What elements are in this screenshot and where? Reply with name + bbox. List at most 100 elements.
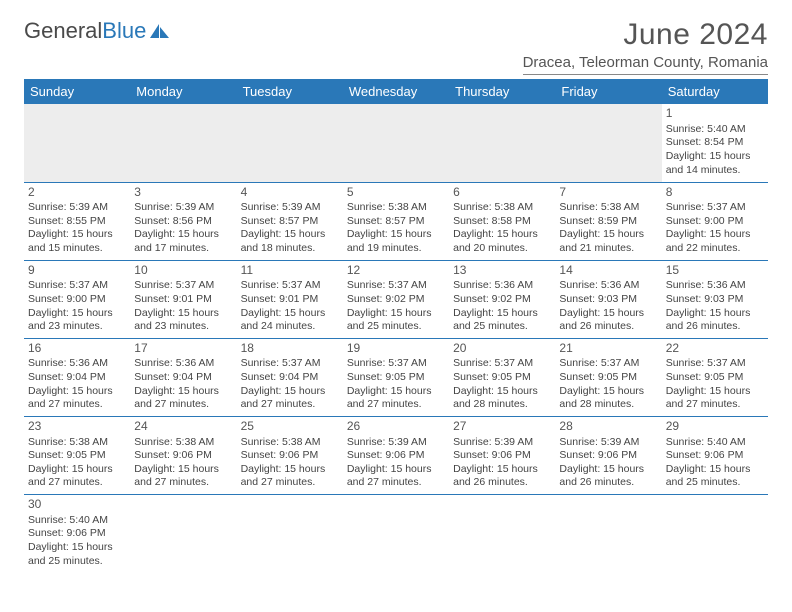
- daylight-text: and 27 minutes.: [347, 398, 445, 412]
- day-number: 15: [666, 263, 764, 279]
- daylight-text: and 27 minutes.: [666, 398, 764, 412]
- day-number: 16: [28, 341, 126, 357]
- sunset-text: Sunset: 9:06 PM: [347, 449, 445, 463]
- day-number: 6: [453, 185, 551, 201]
- sunset-text: Sunset: 9:05 PM: [559, 371, 657, 385]
- day-number: 4: [241, 185, 339, 201]
- sunrise-text: Sunrise: 5:38 AM: [559, 201, 657, 215]
- daylight-text: Daylight: 15 hours: [453, 385, 551, 399]
- calendar-cell: 16Sunrise: 5:36 AMSunset: 9:04 PMDayligh…: [24, 338, 130, 416]
- calendar-cell: [662, 495, 768, 573]
- calendar-cell: 6Sunrise: 5:38 AMSunset: 8:58 PMDaylight…: [449, 182, 555, 260]
- calendar-cell: 4Sunrise: 5:39 AMSunset: 8:57 PMDaylight…: [237, 182, 343, 260]
- sunset-text: Sunset: 9:02 PM: [347, 293, 445, 307]
- daylight-text: Daylight: 15 hours: [666, 150, 764, 164]
- day-header: Wednesday: [343, 79, 449, 104]
- calendar-cell: 10Sunrise: 5:37 AMSunset: 9:01 PMDayligh…: [130, 260, 236, 338]
- day-number: 13: [453, 263, 551, 279]
- calendar-cell: 7Sunrise: 5:38 AMSunset: 8:59 PMDaylight…: [555, 182, 661, 260]
- calendar-cell: 2Sunrise: 5:39 AMSunset: 8:55 PMDaylight…: [24, 182, 130, 260]
- daylight-text: Daylight: 15 hours: [28, 463, 126, 477]
- day-number: 8: [666, 185, 764, 201]
- daylight-text: Daylight: 15 hours: [28, 385, 126, 399]
- day-header: Thursday: [449, 79, 555, 104]
- sunrise-text: Sunrise: 5:40 AM: [666, 436, 764, 450]
- brand-word-blue: Blue: [102, 18, 146, 44]
- calendar-table: SundayMondayTuesdayWednesdayThursdayFrid…: [24, 79, 768, 573]
- calendar-cell: 26Sunrise: 5:39 AMSunset: 9:06 PMDayligh…: [343, 416, 449, 494]
- sunrise-text: Sunrise: 5:36 AM: [28, 357, 126, 371]
- sunset-text: Sunset: 8:56 PM: [134, 215, 232, 229]
- daylight-text: and 25 minutes.: [28, 555, 126, 569]
- daylight-text: and 28 minutes.: [559, 398, 657, 412]
- sunset-text: Sunset: 9:05 PM: [666, 371, 764, 385]
- daylight-text: Daylight: 15 hours: [347, 463, 445, 477]
- sunrise-text: Sunrise: 5:37 AM: [241, 357, 339, 371]
- sunrise-text: Sunrise: 5:37 AM: [666, 357, 764, 371]
- calendar-cell: 27Sunrise: 5:39 AMSunset: 9:06 PMDayligh…: [449, 416, 555, 494]
- day-number: 23: [28, 419, 126, 435]
- month-title: June 2024: [523, 18, 768, 52]
- day-number: 29: [666, 419, 764, 435]
- day-number: 2: [28, 185, 126, 201]
- calendar-cell: [130, 495, 236, 573]
- calendar-cell: [343, 104, 449, 182]
- daylight-text: and 25 minutes.: [666, 476, 764, 490]
- daylight-text: and 15 minutes.: [28, 242, 126, 256]
- calendar-page: GeneralBlue June 2024 Dracea, Teleorman …: [0, 0, 792, 573]
- daylight-text: Daylight: 15 hours: [28, 541, 126, 555]
- calendar-cell: 25Sunrise: 5:38 AMSunset: 9:06 PMDayligh…: [237, 416, 343, 494]
- daylight-text: and 28 minutes.: [453, 398, 551, 412]
- calendar-body: 1Sunrise: 5:40 AMSunset: 8:54 PMDaylight…: [24, 104, 768, 573]
- sunset-text: Sunset: 9:06 PM: [28, 527, 126, 541]
- calendar-cell: 24Sunrise: 5:38 AMSunset: 9:06 PMDayligh…: [130, 416, 236, 494]
- sunset-text: Sunset: 9:05 PM: [453, 371, 551, 385]
- calendar-week: 23Sunrise: 5:38 AMSunset: 9:05 PMDayligh…: [24, 416, 768, 494]
- sunset-text: Sunset: 9:03 PM: [666, 293, 764, 307]
- daylight-text: Daylight: 15 hours: [453, 463, 551, 477]
- calendar-cell: 17Sunrise: 5:36 AMSunset: 9:04 PMDayligh…: [130, 338, 236, 416]
- calendar-cell: 5Sunrise: 5:38 AMSunset: 8:57 PMDaylight…: [343, 182, 449, 260]
- sunset-text: Sunset: 8:55 PM: [28, 215, 126, 229]
- sunrise-text: Sunrise: 5:39 AM: [453, 436, 551, 450]
- sunset-text: Sunset: 9:00 PM: [666, 215, 764, 229]
- daylight-text: Daylight: 15 hours: [666, 463, 764, 477]
- daylight-text: and 27 minutes.: [28, 476, 126, 490]
- daylight-text: Daylight: 15 hours: [666, 228, 764, 242]
- sunrise-text: Sunrise: 5:37 AM: [559, 357, 657, 371]
- sunrise-text: Sunrise: 5:39 AM: [241, 201, 339, 215]
- day-number: 11: [241, 263, 339, 279]
- brand-logo: GeneralBlue: [24, 18, 171, 44]
- sunrise-text: Sunrise: 5:38 AM: [28, 436, 126, 450]
- day-number: 18: [241, 341, 339, 357]
- sunrise-text: Sunrise: 5:39 AM: [134, 201, 232, 215]
- sunset-text: Sunset: 9:06 PM: [559, 449, 657, 463]
- sunrise-text: Sunrise: 5:40 AM: [666, 123, 764, 137]
- daylight-text: and 23 minutes.: [28, 320, 126, 334]
- calendar-cell: 29Sunrise: 5:40 AMSunset: 9:06 PMDayligh…: [662, 416, 768, 494]
- daylight-text: and 18 minutes.: [241, 242, 339, 256]
- daylight-text: and 26 minutes.: [559, 320, 657, 334]
- calendar-cell: [237, 495, 343, 573]
- daylight-text: and 27 minutes.: [134, 476, 232, 490]
- sunrise-text: Sunrise: 5:39 AM: [28, 201, 126, 215]
- day-number: 21: [559, 341, 657, 357]
- logo-sail-icon: [149, 23, 171, 39]
- sunset-text: Sunset: 9:02 PM: [453, 293, 551, 307]
- daylight-text: and 17 minutes.: [134, 242, 232, 256]
- header: GeneralBlue June 2024 Dracea, Teleorman …: [24, 18, 768, 75]
- sunset-text: Sunset: 9:01 PM: [241, 293, 339, 307]
- calendar-cell: 14Sunrise: 5:36 AMSunset: 9:03 PMDayligh…: [555, 260, 661, 338]
- sunset-text: Sunset: 9:06 PM: [666, 449, 764, 463]
- daylight-text: and 27 minutes.: [241, 476, 339, 490]
- sunset-text: Sunset: 9:01 PM: [134, 293, 232, 307]
- daylight-text: Daylight: 15 hours: [666, 385, 764, 399]
- calendar-cell: [24, 104, 130, 182]
- sunrise-text: Sunrise: 5:37 AM: [134, 279, 232, 293]
- calendar-cell: [555, 495, 661, 573]
- day-number: 14: [559, 263, 657, 279]
- sunrise-text: Sunrise: 5:37 AM: [28, 279, 126, 293]
- sunset-text: Sunset: 9:05 PM: [28, 449, 126, 463]
- day-header: Tuesday: [237, 79, 343, 104]
- day-number: 30: [28, 497, 126, 513]
